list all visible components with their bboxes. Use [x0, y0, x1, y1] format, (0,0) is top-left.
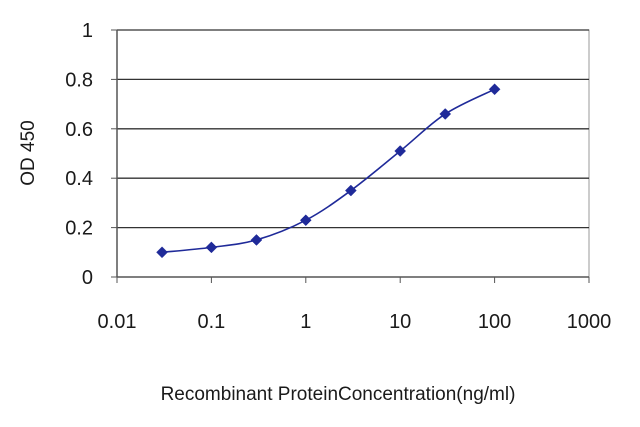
x-tick-label-2: 1 [300, 311, 311, 333]
y-tick-label-4: 0.8 [65, 69, 93, 91]
y-tick-label-5: 1 [82, 20, 93, 42]
data-point-7 [488, 83, 501, 96]
y-tick-label-0: 0 [82, 267, 93, 289]
data-point-4 [344, 184, 357, 197]
data-point-0 [156, 246, 168, 259]
series-group [156, 83, 501, 259]
x-tick-label-3: 10 [389, 311, 411, 333]
x-tick-label-0: 0.01 [98, 311, 137, 333]
data-point-5 [394, 145, 407, 157]
x-axis-title: Recombinant ProteinConcentration(ng/ml) [161, 384, 516, 405]
data-point-6 [439, 108, 452, 120]
x-tick-label-1: 0.1 [197, 311, 225, 333]
data-point-3 [299, 214, 312, 227]
x-tick-label-4: 100 [478, 311, 511, 333]
y-axis-title: OD 450 [18, 120, 39, 185]
y-tick-label-1: 0.2 [65, 218, 93, 240]
y-tick-label-2: 0.4 [65, 168, 93, 190]
y-tick-label-3: 0.6 [65, 119, 93, 141]
gridlines [117, 29, 589, 229]
data-point-1 [205, 241, 218, 254]
plot-area [116, 29, 590, 278]
x-tick-label-5: 1000 [567, 311, 612, 333]
x-tick-labels: 0.01 0.1 1 10 100 1000 [98, 277, 612, 333]
y-tick-labels: 0 0.2 0.4 0.6 0.8 1 [65, 20, 117, 289]
data-point-2 [250, 234, 263, 246]
